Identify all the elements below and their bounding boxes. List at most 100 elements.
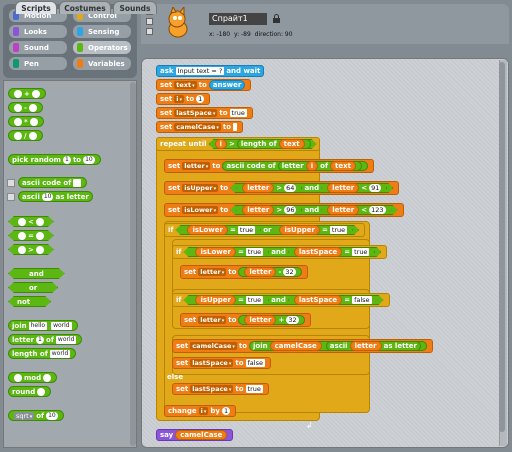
equals-block[interactable]: isLower = true (181, 225, 261, 235)
var-dropdown[interactable]: lastSpace (174, 109, 218, 117)
slot[interactable] (14, 117, 22, 126)
less-than-block[interactable]: < (8, 216, 54, 227)
join-block[interactable]: join camelCase ascii letter as letter (249, 341, 427, 351)
tab-scripts[interactable]: Scripts (15, 1, 57, 14)
subtract-block[interactable]: - (8, 102, 43, 113)
set-camelcase-join-block[interactable]: setcamelCasetojoincamelCaseasciiletteras… (172, 339, 433, 353)
letter-s-input[interactable]: world (55, 335, 77, 344)
slot[interactable] (18, 246, 26, 254)
subtract-block[interactable]: letter -32 (238, 267, 302, 277)
var-dropdown[interactable]: letter (198, 268, 227, 276)
ascii-as-letter-block[interactable]: ascii 10 as letter (18, 191, 93, 202)
isupper-reporter[interactable]: isUpper (279, 225, 319, 235)
ascii-as-letter-block[interactable]: ascii letter as letter (325, 341, 421, 351)
greater-than-block[interactable]: i > length of text (209, 139, 317, 149)
ascii-checkbox[interactable] (7, 193, 15, 201)
equals-block[interactable]: isUpper = true (273, 225, 353, 235)
value-input[interactable]: true (354, 248, 368, 256)
slot[interactable] (28, 131, 37, 140)
or-block[interactable]: or (8, 282, 58, 293)
less-than-block[interactable]: letter <123 (321, 205, 391, 215)
round-block[interactable]: round (8, 386, 52, 397)
slot[interactable] (36, 232, 44, 240)
value-input[interactable]: true (247, 296, 262, 304)
less-than-block[interactable]: letter <91 (321, 183, 387, 193)
scrollbar-thumb[interactable] (499, 62, 505, 432)
text-reporter[interactable]: text (330, 161, 356, 171)
var-dropdown[interactable]: isUpper (182, 184, 219, 192)
slot[interactable] (14, 131, 22, 140)
lock-icon[interactable] (273, 14, 280, 23)
value-input[interactable]: 32 (286, 316, 299, 324)
equals-block[interactable]: lastSpace = false (288, 295, 378, 305)
from-input[interactable]: 1 (62, 155, 71, 164)
ascii-code-block[interactable]: ascii code of letter i of text (222, 161, 368, 171)
set-letter-plus-block[interactable]: setlettertoletter+32 (180, 313, 311, 327)
lastspace-reporter[interactable]: lastSpace (294, 247, 342, 257)
i-reporter[interactable]: i (215, 139, 227, 149)
and-block[interactable]: isLower = true and lastSpace = true (183, 247, 381, 257)
isupper-reporter[interactable]: isUpper (195, 295, 235, 305)
if-block[interactable]: if isUpper = true and lastSpace = false (172, 293, 390, 307)
equals-block[interactable]: lastSpace = true (288, 247, 376, 257)
pick-random-block[interactable]: pick random 1 to 10 (8, 154, 101, 165)
islower-reporter[interactable]: isLower (187, 225, 228, 235)
divide-block[interactable]: / (8, 130, 43, 141)
value-input[interactable]: true (239, 226, 254, 234)
ascii-input[interactable]: 10 (41, 192, 54, 201)
category-looks[interactable]: Looks (9, 25, 67, 38)
slot[interactable] (14, 373, 22, 382)
category-sensing[interactable]: Sensing (73, 25, 131, 38)
slot[interactable] (43, 373, 52, 382)
slot[interactable] (28, 103, 37, 112)
join-block[interactable]: join hello world (8, 320, 78, 331)
set-i-block[interactable]: setito1 (156, 93, 211, 105)
and-block[interactable]: letter >64 and letter <91 (230, 183, 393, 193)
var-dropdown[interactable]: camelCase (174, 123, 221, 131)
value-input[interactable]: false (245, 359, 265, 367)
value-input[interactable]: 32 (283, 268, 296, 276)
ascii-code-block[interactable]: ascii code of (18, 177, 88, 188)
set-lastspace-false-block[interactable]: setlastSpacetofalse (172, 357, 271, 369)
set-lastspace-true-block[interactable]: setlastSpacetotrue (172, 383, 269, 395)
length-input[interactable]: world (49, 349, 71, 358)
var-dropdown[interactable]: i (174, 95, 185, 103)
greater-than-block[interactable]: letter >64 (236, 183, 302, 193)
var-dropdown[interactable]: letter (198, 316, 227, 324)
category-variables[interactable]: Variables (73, 57, 131, 70)
set-lastspace-block[interactable]: setlastSpacetotrue (156, 107, 253, 119)
camelcase-reporter[interactable]: camelCase (269, 341, 322, 351)
value-input[interactable]: false (354, 296, 370, 304)
ask-input[interactable]: Input text = ? (175, 67, 225, 75)
slot[interactable] (37, 387, 46, 396)
value-input[interactable]: 1 (196, 95, 205, 103)
var-dropdown[interactable]: lastSpace (190, 385, 234, 393)
add-block[interactable]: letter +32 (238, 315, 305, 325)
letter-reporter[interactable]: letter (327, 205, 359, 215)
equals-block[interactable]: = (8, 230, 54, 241)
and-block[interactable]: and (8, 268, 65, 279)
value-input[interactable] (233, 123, 238, 131)
greater-than-block[interactable]: > (8, 244, 54, 255)
category-pen[interactable]: Pen (9, 57, 67, 70)
var-dropdown[interactable]: camelCase (190, 342, 237, 350)
sprite-name-input[interactable]: Спрайт1 (209, 13, 267, 25)
letter-of-block[interactable]: letter i of text (277, 161, 362, 171)
slot[interactable] (36, 218, 44, 226)
palette-scrollbar[interactable] (130, 82, 136, 446)
value-input[interactable]: true (229, 109, 247, 117)
slot[interactable] (73, 178, 82, 187)
slot[interactable] (14, 103, 22, 112)
text-reporter[interactable]: text (279, 139, 305, 149)
value-input[interactable]: 123 (371, 206, 384, 214)
length-of-block[interactable]: length of text (237, 139, 311, 149)
change-i-block[interactable]: changeiby1 (164, 405, 237, 417)
letter-reporter[interactable]: letter (349, 341, 382, 351)
letter-reporter[interactable]: letter (327, 183, 359, 193)
and-block[interactable]: isUpper = true and lastSpace = false (183, 295, 383, 305)
not-block[interactable]: not (8, 296, 51, 307)
sqrt-block[interactable]: sqrtof10 (8, 410, 64, 421)
letter-reporter[interactable]: letter (242, 205, 274, 215)
